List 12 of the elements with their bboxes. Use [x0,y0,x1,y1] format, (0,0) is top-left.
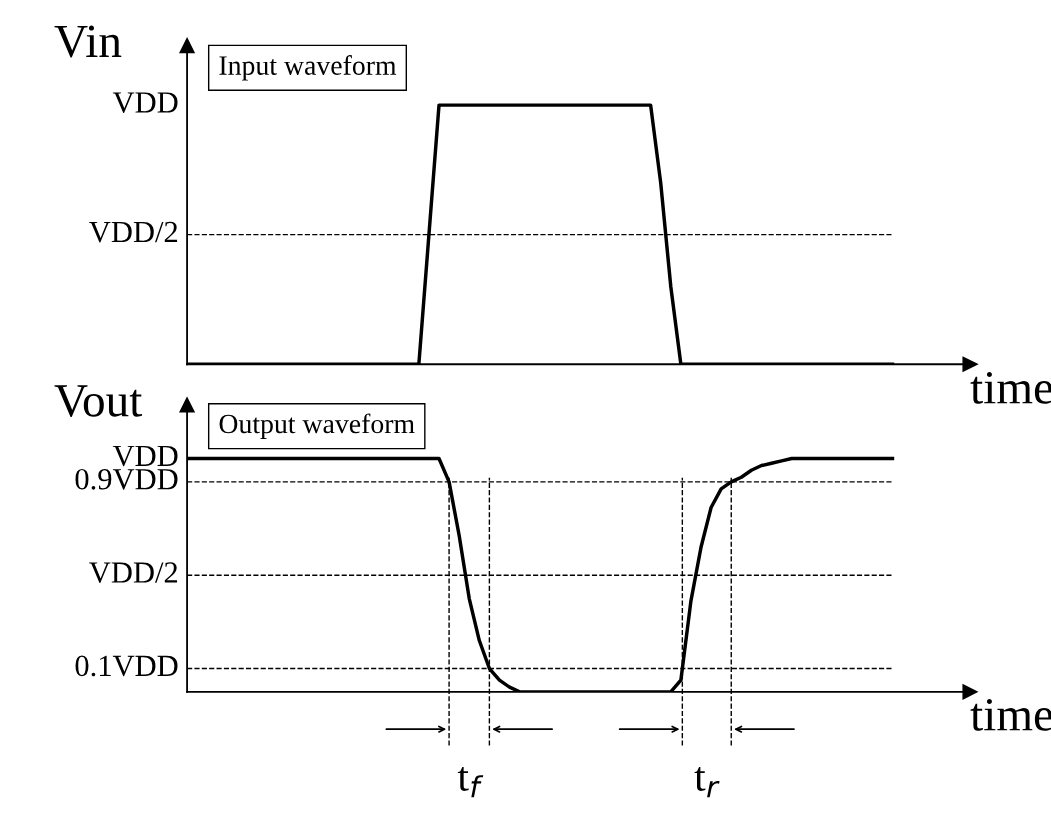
text: t$_{f}$ [457,767,484,798]
y-axis-title: Vout [54,385,143,417]
text: t$_{r}$ [694,767,720,798]
ref-line-label: VDD/2 [89,221,178,243]
text: VDD [112,445,178,467]
chart-title: Output waveform [219,413,415,439]
text: VDD [112,92,178,113]
ref-line-label: 0.1VDD [75,655,178,677]
y-axis-title: Vin [54,25,122,58]
ref-line-label: 0.9VDD [75,468,178,490]
chart-title: Input waveform [219,55,397,81]
ref-line-label: VDD/2 [89,562,178,584]
